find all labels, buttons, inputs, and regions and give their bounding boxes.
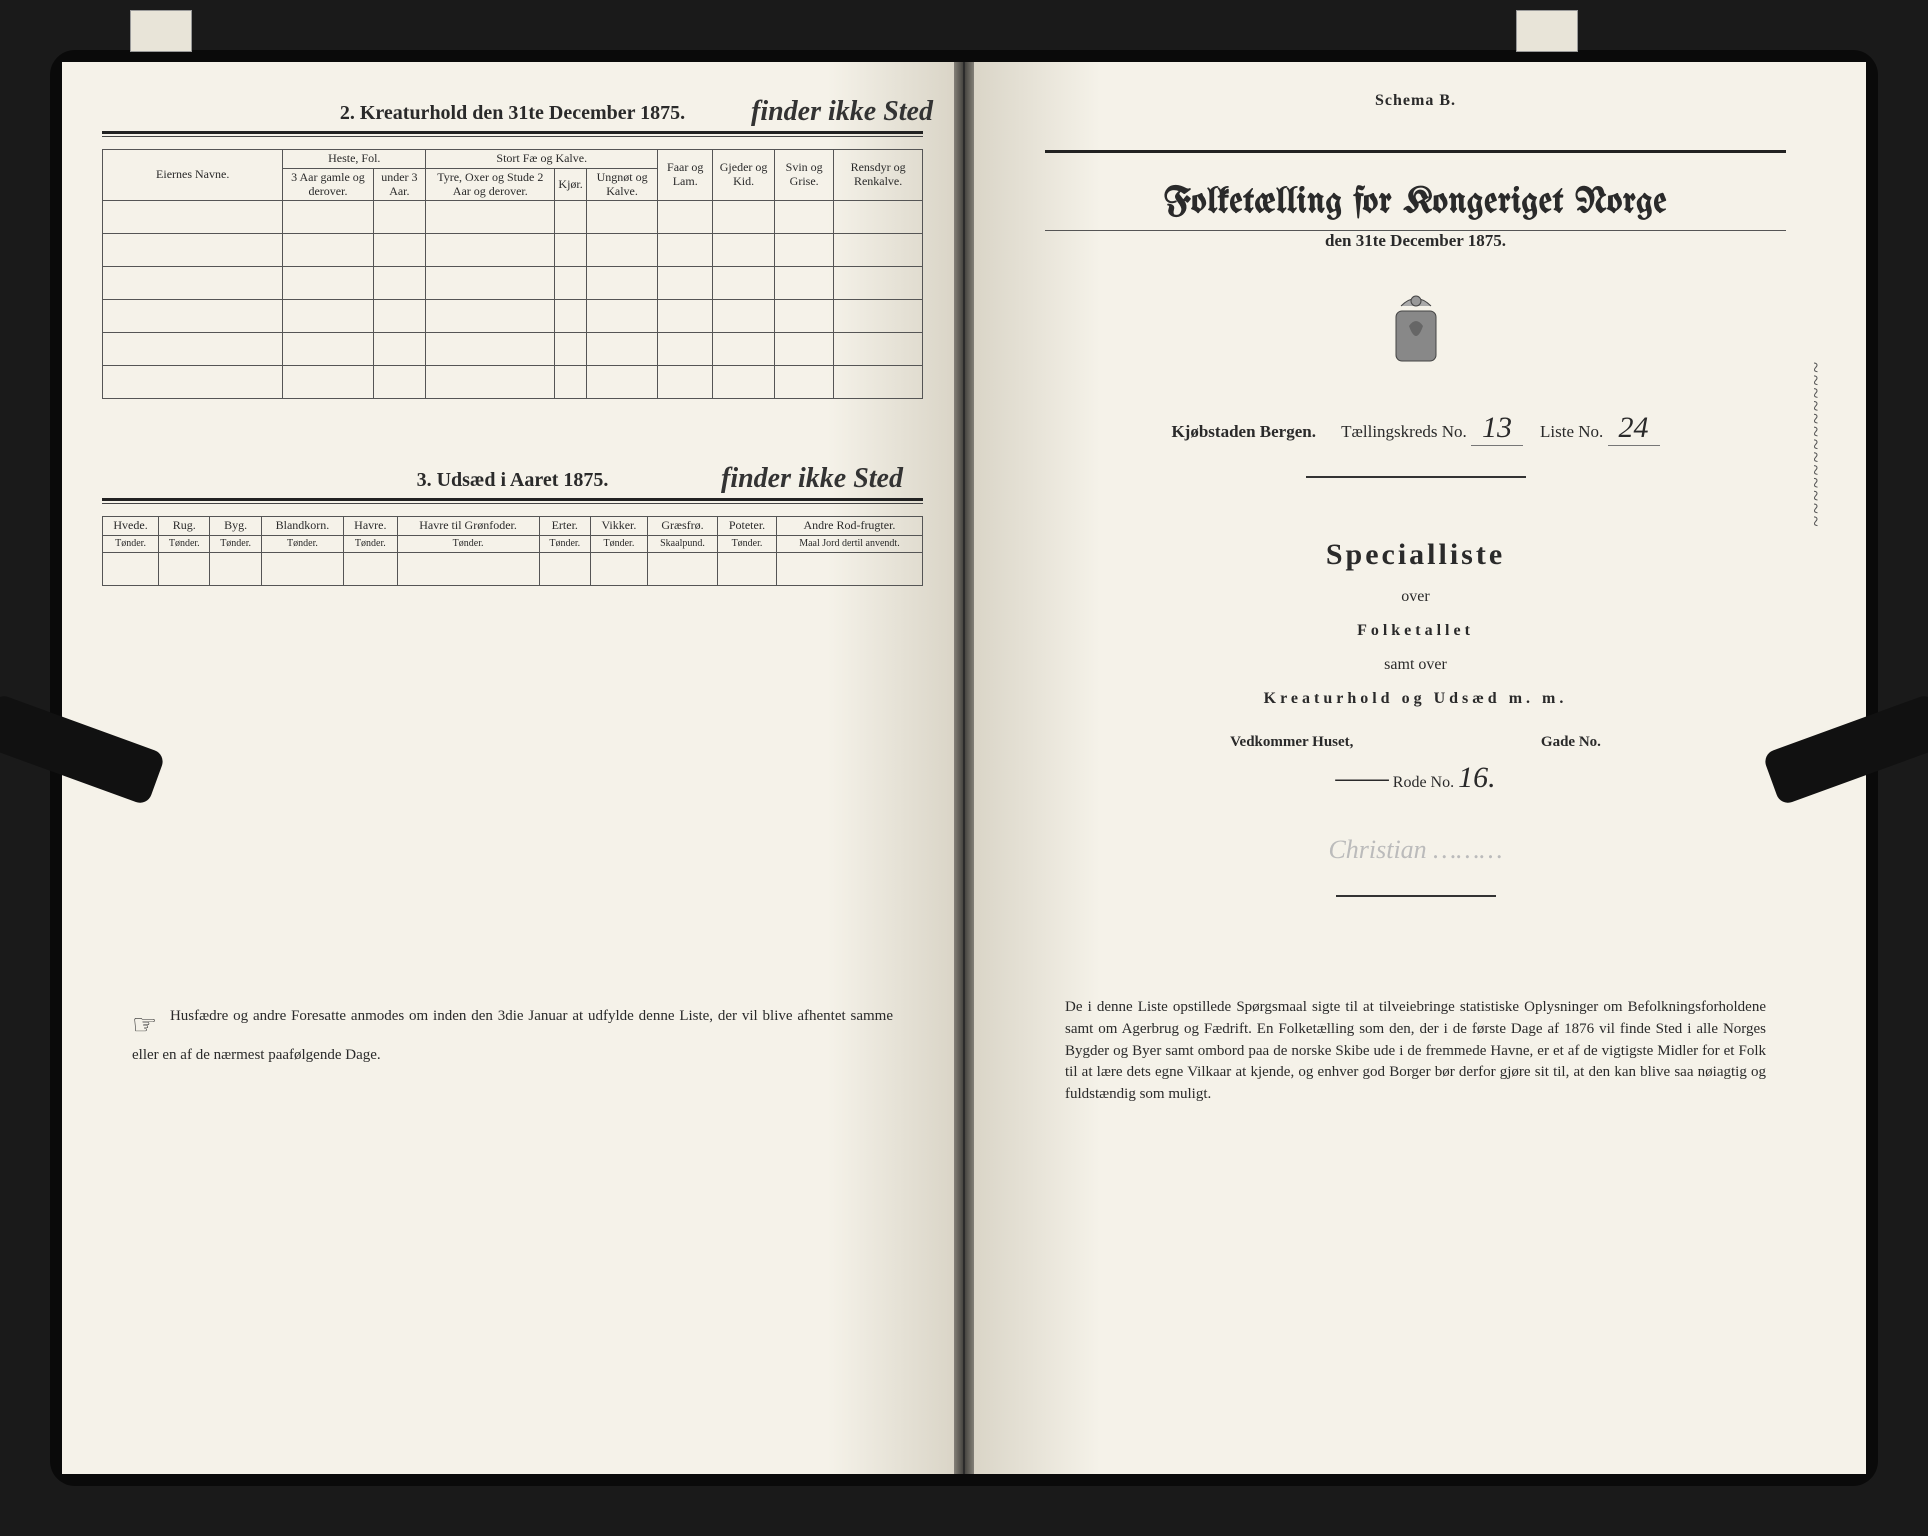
seed-col-unit: Tønder.	[261, 536, 343, 553]
vedkommer-label: Vedkommer Huset,	[1230, 734, 1353, 750]
faded-signature: Christian ………	[1328, 835, 1502, 864]
rule-line	[102, 503, 923, 504]
city-label: Kjøbstaden Bergen.	[1171, 422, 1316, 441]
left-page: 2. Kreaturhold den 31te December 1875. f…	[62, 62, 965, 1474]
coat-of-arms-icon	[1381, 291, 1451, 381]
seed-col-header: Græsfrø.	[647, 517, 717, 536]
binder-hole	[130, 10, 192, 52]
rode-line: —— Rode No. 16.	[1005, 761, 1826, 795]
seed-col-unit: Tønder.	[103, 536, 159, 553]
seed-col-header: Erter.	[539, 517, 590, 536]
seed-col-unit: Tønder.	[159, 536, 210, 553]
binder-hole	[1516, 10, 1578, 52]
right-page: ~~~~~~~~~~~~~ Schema B. Folketælling for…	[965, 62, 1866, 1474]
kreds-value: 13	[1471, 411, 1523, 446]
divider-line	[1306, 476, 1526, 478]
rule-line	[102, 136, 923, 137]
section3-title: 3. Udsæd i Aaret 1875. finder ikke Sted	[102, 469, 923, 492]
rode-strike: ——	[1335, 761, 1388, 794]
seed-col-unit: Maal Jord dertil anvendt.	[776, 536, 922, 553]
seed-col-header: Rug.	[159, 517, 210, 536]
open-book: 2. Kreaturhold den 31te December 1875. f…	[62, 62, 1866, 1474]
liste-value: 24	[1608, 411, 1660, 446]
seed-col-unit: Tønder.	[590, 536, 647, 553]
col-owner: Eiernes Navne.	[103, 150, 283, 201]
kreds-label: Tællingskreds No.	[1341, 422, 1467, 441]
seed-col-header: Byg.	[210, 517, 261, 536]
seed-col-unit: Tønder.	[718, 536, 777, 553]
seed-col-header: Havre.	[344, 517, 397, 536]
section3-handwritten: finder ikke Sted	[721, 463, 903, 495]
pointing-hand-icon: ☞	[132, 1006, 157, 1045]
seed-col-header: Andre Rod-frugter.	[776, 517, 922, 536]
schema-label: Schema B.	[1005, 92, 1826, 110]
rule-line	[102, 498, 923, 501]
left-footnote: ☞ Husfædre og andre Foresatte anmodes om…	[102, 1006, 923, 1066]
table-row	[103, 366, 923, 399]
col-heste-2: under 3 Aar.	[373, 168, 426, 201]
census-date: den 31te December 1875.	[1005, 231, 1826, 251]
footnote-text: Husfædre og andre Foresatte anmodes om i…	[132, 1008, 893, 1063]
scanner-frame: 2. Kreaturhold den 31te December 1875. f…	[50, 50, 1878, 1486]
folketallet-label: Folketallet	[1005, 622, 1826, 640]
margin-scribble: ~~~~~~~~~~~~~	[1803, 362, 1826, 529]
rode-label: Rode No.	[1393, 774, 1454, 791]
book-spine	[954, 62, 974, 1474]
kreatur-label: Kreaturhold og Udsæd m. m.	[1005, 690, 1826, 708]
seed-col-unit: Tønder.	[397, 536, 539, 553]
gade-label: Gade No.	[1541, 734, 1601, 750]
col-svin: Svin og Grise.	[775, 150, 834, 201]
table-row	[103, 234, 923, 267]
table-row	[103, 333, 923, 366]
liste-label: Liste No.	[1540, 422, 1603, 441]
specialliste-heading: Specialliste	[1005, 538, 1826, 572]
seed-col-header: Poteter.	[718, 517, 777, 536]
col-faar: Faar og Lam.	[658, 150, 713, 201]
instruction-paragraph: De i denne Liste opstillede Spørgsmaal s…	[1065, 997, 1766, 1106]
section2-handwritten: finder ikke Sted	[751, 96, 933, 128]
house-line: Vedkommer Huset, Gade No.	[1005, 734, 1826, 751]
table-row	[103, 267, 923, 300]
rode-value: 16.	[1458, 761, 1496, 794]
col-group-heste: Heste, Fol.	[283, 150, 426, 169]
col-ren: Rensdyr og Renkalve.	[834, 150, 923, 201]
table-row	[103, 552, 923, 585]
seed-col-unit: Tønder.	[210, 536, 261, 553]
census-main-title: Folketælling for Kongeriget Norge	[1045, 185, 1786, 222]
divider-line	[1336, 895, 1496, 897]
col-gjeder: Gjeder og Kid.	[713, 150, 775, 201]
section2-title: 2. Kreaturhold den 31te December 1875. f…	[102, 102, 923, 125]
seed-col-unit: Tønder.	[344, 536, 397, 553]
col-stort-3: Ungnøt og Kalve.	[586, 168, 658, 201]
col-stort-1: Tyre, Oxer og Stude 2 Aar og derover.	[426, 168, 555, 201]
seed-table: Hvede.Rug.Byg.Blandkorn.Havre.Havre til …	[102, 516, 923, 585]
col-group-stort: Stort Fæ og Kalve.	[426, 150, 658, 169]
seed-col-header: Hvede.	[103, 517, 159, 536]
seed-col-header: Havre til Grønfoder.	[397, 517, 539, 536]
identification-line: Kjøbstaden Bergen. Tællingskreds No. 13 …	[1005, 411, 1826, 446]
livestock-table: Eiernes Navne. Heste, Fol. Stort Fæ og K…	[102, 149, 923, 399]
subtitle-block: over Folketallet samt over Kreaturhold o…	[1005, 588, 1826, 708]
col-heste-1: 3 Aar gamle og derover.	[283, 168, 373, 201]
col-stort-2: Kjør.	[555, 168, 586, 201]
seed-col-header: Vikker.	[590, 517, 647, 536]
table-row	[103, 300, 923, 333]
rule-line	[102, 131, 923, 134]
seed-col-unit: Skaalpund.	[647, 536, 717, 553]
section2-title-text: 2. Kreaturhold den 31te December 1875.	[340, 102, 685, 124]
table-row	[103, 201, 923, 234]
seed-col-unit: Tønder.	[539, 536, 590, 553]
seed-col-header: Blandkorn.	[261, 517, 343, 536]
samt-label: samt over	[1005, 656, 1826, 674]
over-label: over	[1005, 588, 1826, 606]
section3-title-text: 3. Udsæd i Aaret 1875.	[417, 469, 609, 491]
